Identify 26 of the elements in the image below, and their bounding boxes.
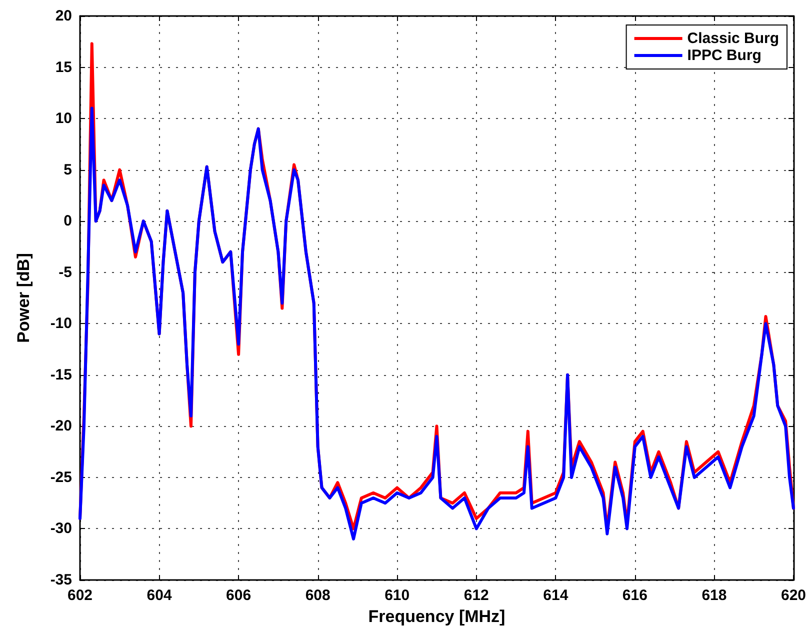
y-tick-label: -20 xyxy=(50,418,72,435)
x-tick-label: 620 xyxy=(780,587,806,604)
y-tick-label: -5 xyxy=(58,264,72,281)
x-tick-label: 602 xyxy=(67,587,93,604)
y-tick-label: -30 xyxy=(50,520,72,538)
x-tick-label: 614 xyxy=(543,587,569,604)
y-tick-label: -25 xyxy=(50,468,72,486)
y-axis-title: Power [dB] xyxy=(14,253,33,343)
y-tick-label: 15 xyxy=(55,58,72,76)
x-tick-label: 604 xyxy=(146,587,172,604)
y-tick-label: 10 xyxy=(55,110,72,128)
x-tick-label: 612 xyxy=(464,587,489,604)
y-tick-label: 5 xyxy=(64,161,72,178)
legend-label: Classic Burg xyxy=(687,30,780,47)
y-tick-label: -35 xyxy=(50,572,72,588)
y-tick-label: 0 xyxy=(64,212,72,230)
y-tick-label: -15 xyxy=(50,366,72,384)
x-tick-label: 610 xyxy=(384,587,410,604)
x-tick-label: 616 xyxy=(622,587,648,604)
x-tick-label: 606 xyxy=(226,587,252,604)
legend-label: IPPC Burg xyxy=(687,47,762,64)
x-tick-label: 608 xyxy=(305,587,330,604)
x-tick-label: 618 xyxy=(702,587,727,604)
x-axis-title: Frequency [MHz] xyxy=(368,606,506,626)
y-tick-label: -10 xyxy=(50,315,72,332)
y-tick-label: 20 xyxy=(55,8,72,24)
